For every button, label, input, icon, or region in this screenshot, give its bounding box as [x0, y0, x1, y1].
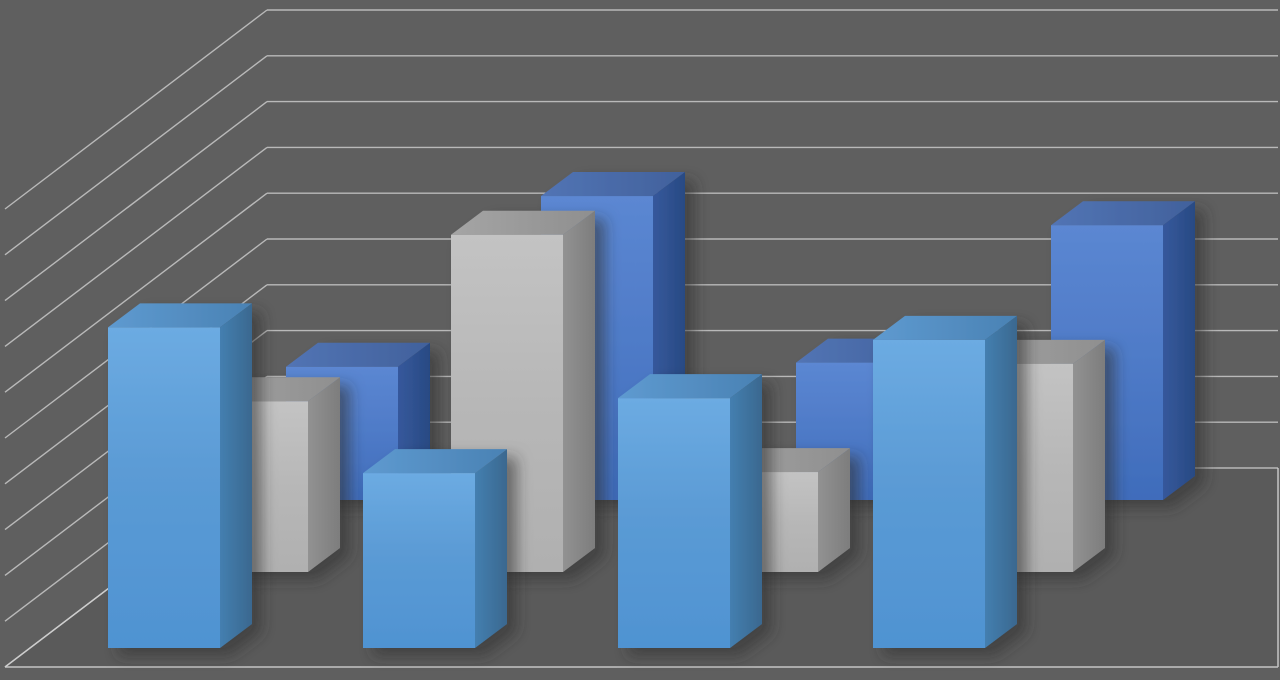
bar-side-face	[1163, 201, 1195, 500]
bar-3d[interactable]	[363, 449, 507, 648]
bar-3d[interactable]	[618, 374, 762, 648]
bar-top-face	[363, 449, 507, 474]
bar-side-face	[308, 377, 340, 572]
bar-side-face	[220, 303, 252, 648]
bar-side-face	[730, 374, 762, 648]
bar-front-face	[108, 327, 220, 648]
bar-top-face	[286, 342, 430, 367]
bar-side-face	[818, 448, 850, 572]
bar-3d[interactable]	[873, 315, 1017, 648]
bar-group	[108, 172, 1195, 648]
bar-top-face	[541, 172, 685, 197]
bar-top-face	[618, 374, 762, 399]
bar-side-face	[563, 210, 595, 572]
bar-top-face	[1051, 201, 1195, 226]
bar-side-face	[985, 315, 1017, 648]
bar-side-face	[475, 449, 507, 648]
bar-front-face	[618, 398, 730, 648]
bar-side-face	[1073, 339, 1105, 572]
gridline-depth	[4, 9, 268, 210]
bar-3d[interactable]	[108, 303, 252, 648]
bar-top-face	[873, 315, 1017, 340]
bar-front-face	[873, 339, 985, 648]
bar-top-face	[451, 210, 595, 235]
gridline-depth	[4, 101, 268, 302]
gridline-depth	[4, 192, 268, 393]
gridline-depth	[4, 55, 268, 256]
gridline-depth	[4, 146, 268, 347]
bar-front-face	[363, 473, 475, 648]
bar-top-face	[108, 303, 252, 328]
